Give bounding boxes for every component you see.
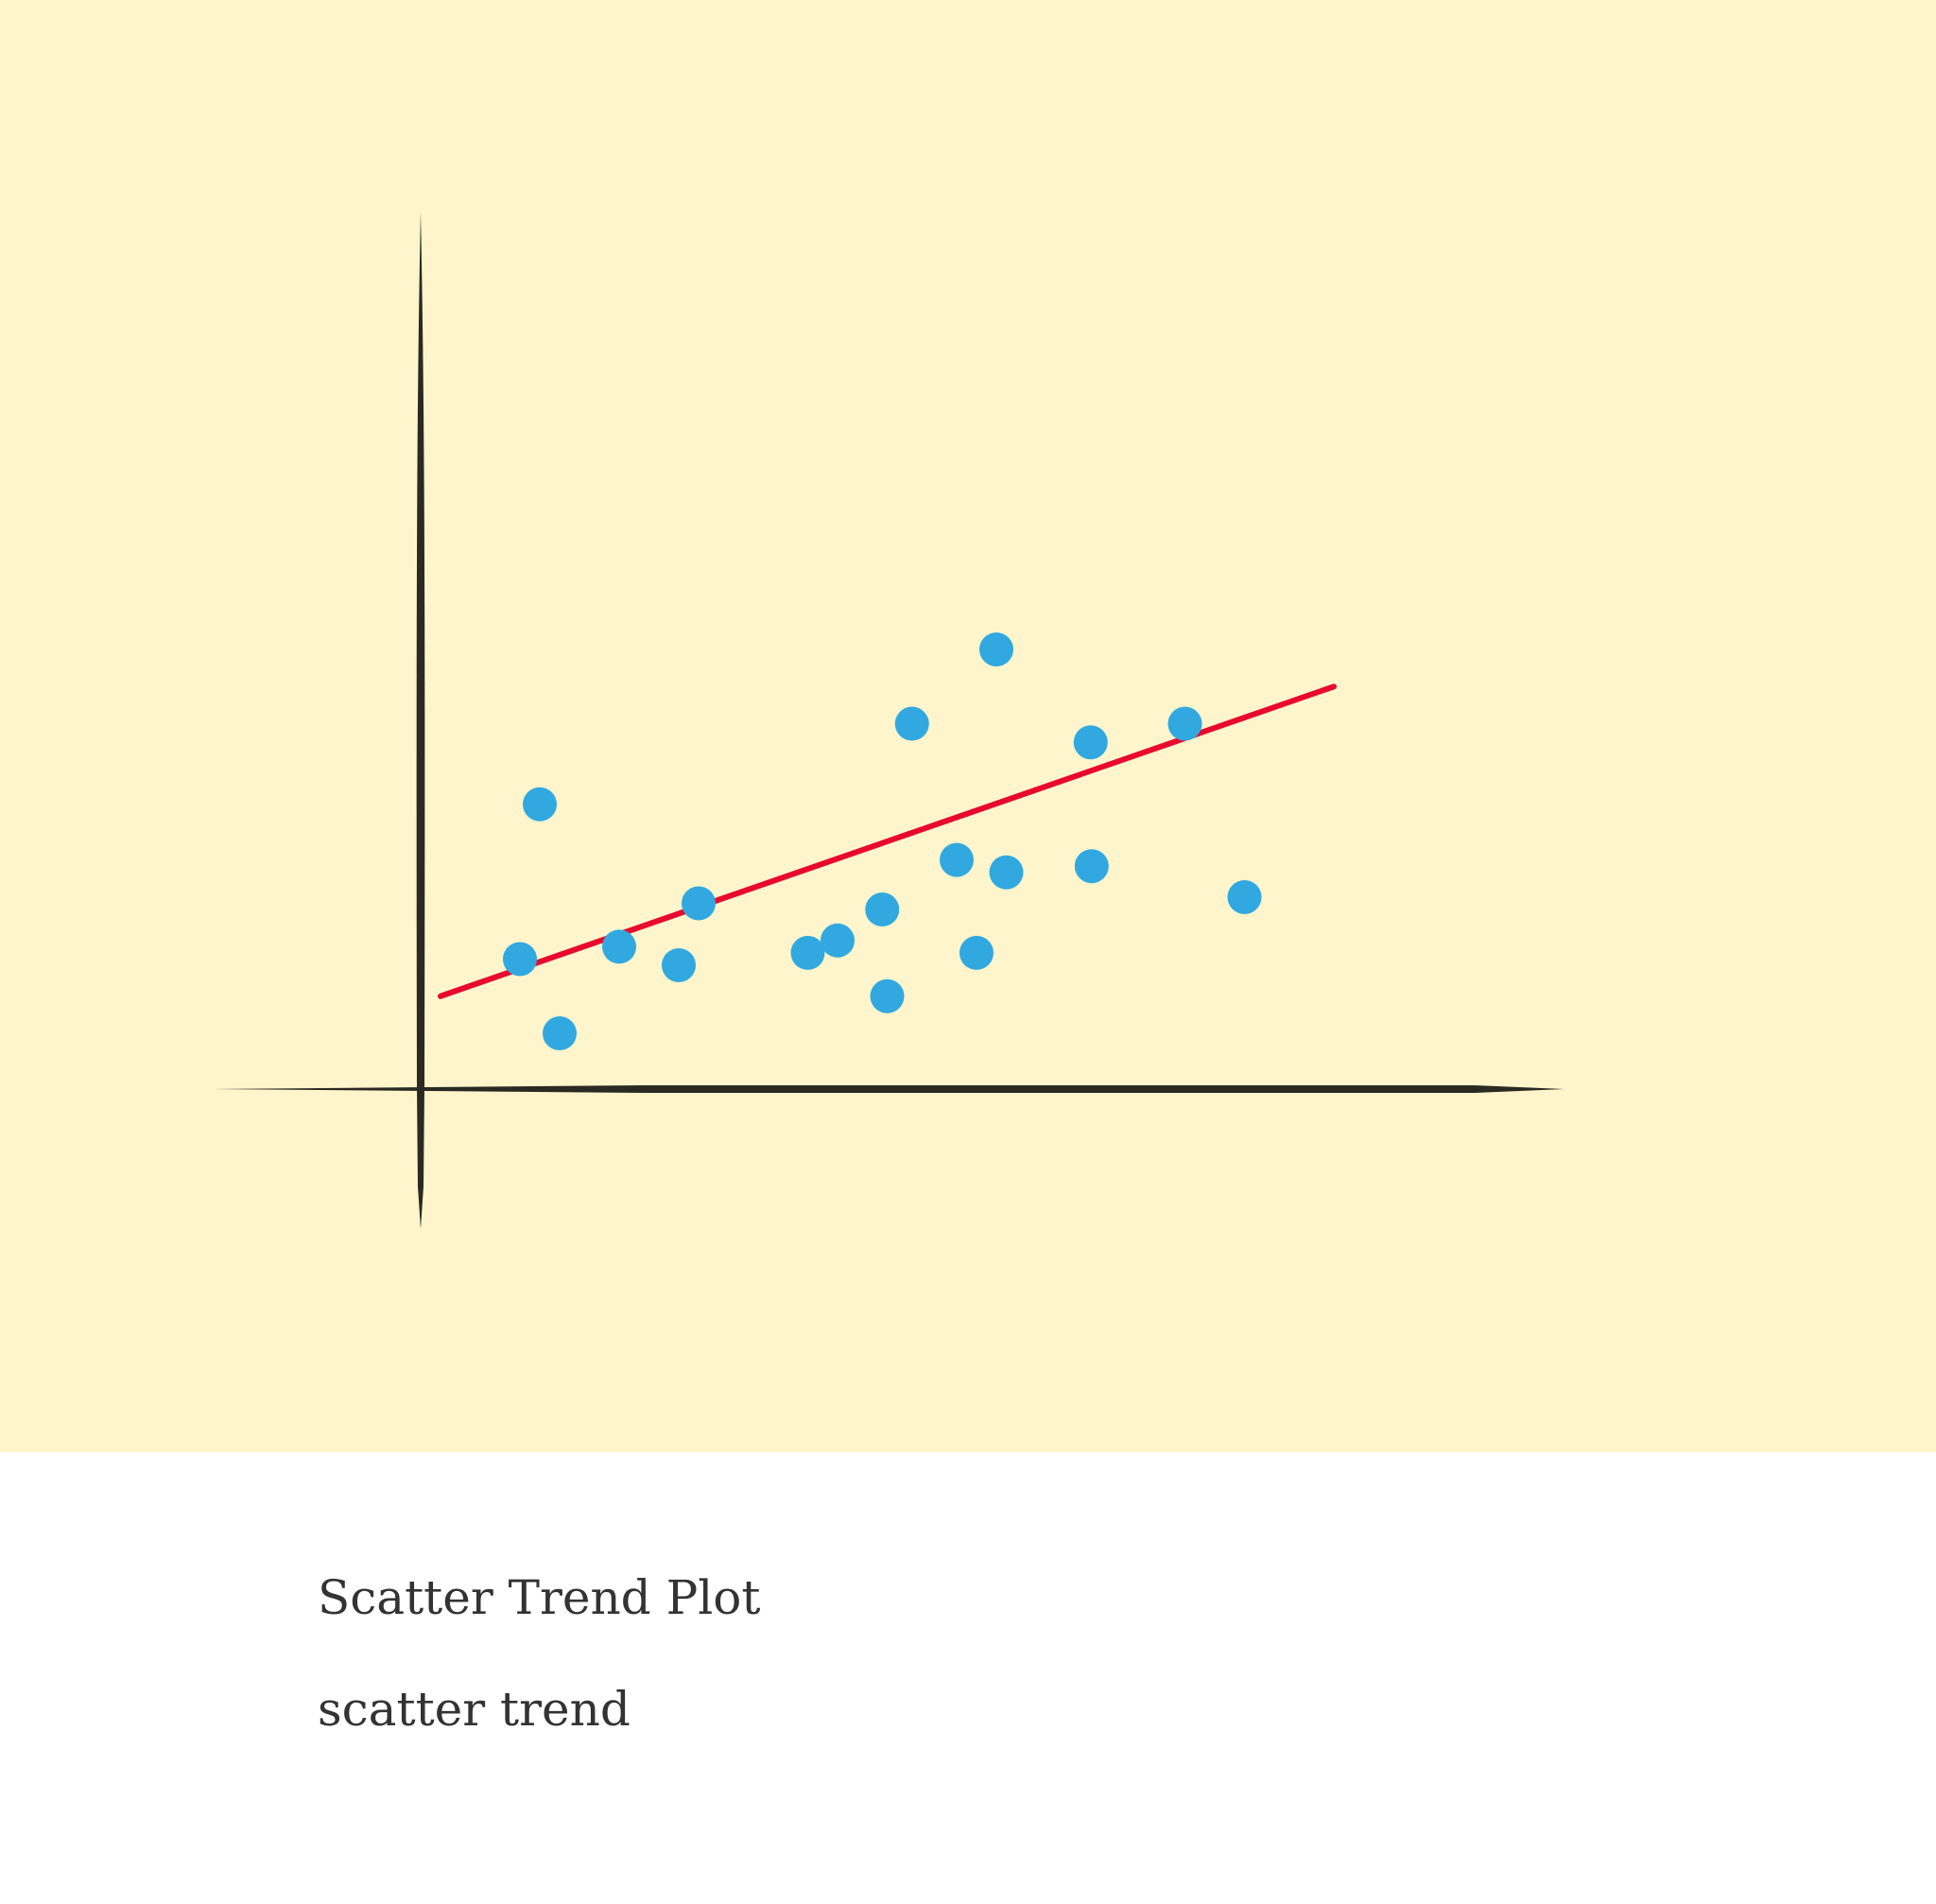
data-point <box>662 948 696 982</box>
data-point <box>543 1016 577 1051</box>
data-point <box>940 842 974 877</box>
data-point <box>979 632 1013 666</box>
data-point <box>821 923 855 958</box>
caption-subtitle: scatter trend <box>318 1682 631 1737</box>
data-point <box>1074 849 1109 884</box>
axes <box>214 212 1564 1229</box>
data-point <box>870 978 905 1013</box>
y-axis-line <box>416 212 425 1229</box>
data-point <box>790 935 825 970</box>
chart-background <box>0 0 1936 1452</box>
data-point <box>1073 725 1108 760</box>
data-point <box>682 886 716 921</box>
data-point <box>503 942 537 977</box>
data-point <box>523 787 557 822</box>
caption: Scatter Trend Plot scatter trend <box>318 1569 1830 1738</box>
data-point <box>602 929 636 964</box>
data-point <box>894 706 929 741</box>
data-point <box>989 855 1024 890</box>
data-point <box>959 935 994 970</box>
data-point <box>1167 706 1202 741</box>
data-point <box>865 892 900 927</box>
scatter-chart <box>0 0 1936 1452</box>
data-point <box>1227 879 1262 914</box>
chart-figure <box>0 0 1936 1452</box>
x-axis-line <box>214 1085 1564 1093</box>
caption-title: Scatter Trend Plot <box>318 1570 761 1625</box>
points-layer <box>503 632 1262 1051</box>
